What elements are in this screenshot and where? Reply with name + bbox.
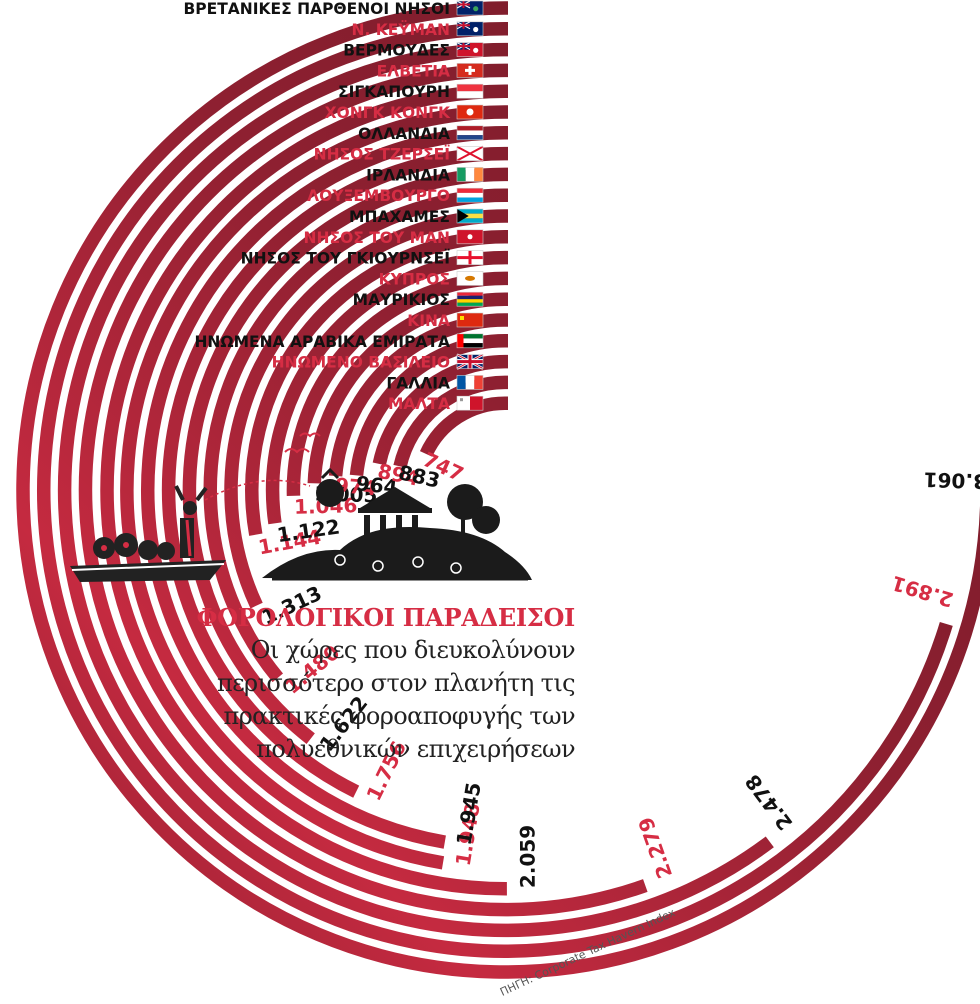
ring-bar — [100, 84, 508, 896]
flag-icon — [456, 167, 484, 182]
country-label: ΗΝΩΜΕΝΑ ΑΡΑΒΙΚΑ ΕΜΙΡΑΤΑ — [194, 333, 450, 351]
flag-icon — [456, 187, 484, 203]
country-label: Ν. ΚΕΫΜΑΝ — [352, 20, 450, 39]
country-labels: ΒΡΕΤΑΝΙΚΕΣ ΠΑΡΘΕΝΟΙ ΝΗΣΟΙ Ν. ΚΕΫΜΑΝ ΒΕΡΜΟΥ… — [183, 0, 451, 413]
ring-bar — [349, 334, 508, 477]
flag-icon — [456, 63, 484, 78]
ring-bar — [37, 22, 953, 958]
chart-heading: ΦΟΡΟΛΟΓΙΚΟΙ ΠΑΡΑΔΕΙΣΟΙ Οι χώρες που διευ… — [120, 603, 575, 766]
country-label: ΚΙΝΑ — [407, 312, 450, 330]
ring-bar — [372, 354, 508, 466]
value-label: 3.061 — [923, 467, 980, 493]
country-label: ΜΠΑΧΑΜΕΣ — [349, 208, 450, 226]
flag-icon — [456, 375, 484, 390]
island-illustration — [262, 432, 532, 581]
ring-bar — [78, 63, 648, 917]
flag-icon — [456, 42, 484, 57]
value-label: 2.059 — [515, 825, 539, 888]
country-label: ΝΗΣΟΣ ΤΟΥ ΜΑΝ — [304, 229, 450, 247]
value-label: 2.891 — [889, 571, 957, 612]
country-label: ΟΛΛΑΝΔΙΑ — [358, 125, 450, 143]
value-label: 1.945 — [451, 780, 485, 846]
flag-icon — [456, 21, 484, 37]
country-label: ΝΗΣΟΣ ΤΖΕΡΣΕΪ — [314, 145, 451, 164]
chart-title: ΦΟΡΟΛΟΓΙΚΟΙ ΠΑΡΑΔΕΙΣΟΙ — [196, 603, 575, 632]
flag-icon — [456, 312, 484, 328]
flag-icon — [456, 104, 484, 120]
country-label: ΜΑΥΡΙΚΙΟΣ — [353, 291, 450, 309]
subtitle-line-1: Οι χώρες που διευκολύνουν — [250, 636, 576, 664]
country-label: ΕΛΒΕΤΙΑ — [377, 62, 450, 80]
ring-bar — [57, 42, 774, 938]
country-label: ΒΡΕΤΑΝΙΚΕΣ ΠΑΡΘΕΝΟΙ ΝΗΣΟΙ — [183, 0, 450, 18]
country-label: ΓΑΛΛΙΑ — [386, 374, 450, 392]
value-label: 2.279 — [633, 814, 677, 882]
ring-bar — [224, 209, 508, 609]
country-label: ΧΟΝΓΚ ΚΟΝΓΚ — [325, 104, 451, 122]
country-label: ΜΑΛΤΑ — [388, 395, 450, 413]
flag-icon — [456, 208, 484, 224]
value-label: 2.478 — [740, 770, 797, 835]
ring-bar — [140, 126, 508, 849]
flag-icon — [456, 145, 484, 162]
country-label: ΝΗΣΟΣ ΤΟΥ ΓΚΙΟΥΡΝΣΕΪ — [241, 249, 451, 268]
country-label: ΒΕΡΜΟΥΔΕΣ — [343, 42, 450, 60]
flag-icon — [456, 333, 484, 349]
chart-subtitle: Οι χώρες που διευκολύνουν περισσότερο στ… — [120, 634, 576, 766]
ring-bar — [161, 146, 508, 798]
boat-illustration — [70, 479, 311, 582]
subtitle-line-3: πρακτικές φοροαποφυγής των — [223, 702, 575, 730]
value-label: 1.122 — [275, 514, 341, 547]
ring-bar — [245, 230, 508, 536]
flag-icon — [456, 291, 484, 307]
country-label: ΛΟΥΞΕΜΒΟΥΡΓΟ — [307, 187, 450, 205]
flag-icon — [456, 229, 484, 245]
ring-bar — [120, 105, 508, 870]
country-label: ΗΝΩΜΕΝΟ ΒΑΣΙΛΕΙΟ — [272, 354, 450, 372]
country-label: ΚΥΠΡΟΣ — [379, 270, 450, 288]
flag-icon — [456, 250, 484, 265]
country-label: ΙΡΛΑΝΔΙΑ — [366, 166, 450, 184]
ring-bar — [182, 167, 508, 745]
country-label: ΣΙΓΚΑΠΟΥΡΗ — [338, 83, 450, 101]
flag-icon — [456, 395, 484, 411]
ring-bar — [419, 396, 508, 457]
ring-bar — [16, 1, 980, 979]
subtitle-line-4: πολυεθνικών επιχειρήσεων — [256, 735, 575, 763]
ring-bar — [393, 375, 508, 469]
ring-bars — [16, 1, 980, 979]
flag-icon — [456, 271, 484, 286]
flag-icon — [456, 83, 484, 99]
country-flags — [456, 0, 484, 411]
subtitle-line-2: περισσότερο στον πλανήτη τις — [217, 669, 576, 697]
flag-icon — [456, 0, 484, 16]
flag-icon — [456, 125, 484, 141]
ring-bar — [203, 188, 508, 683]
flag-icon — [456, 353, 484, 370]
